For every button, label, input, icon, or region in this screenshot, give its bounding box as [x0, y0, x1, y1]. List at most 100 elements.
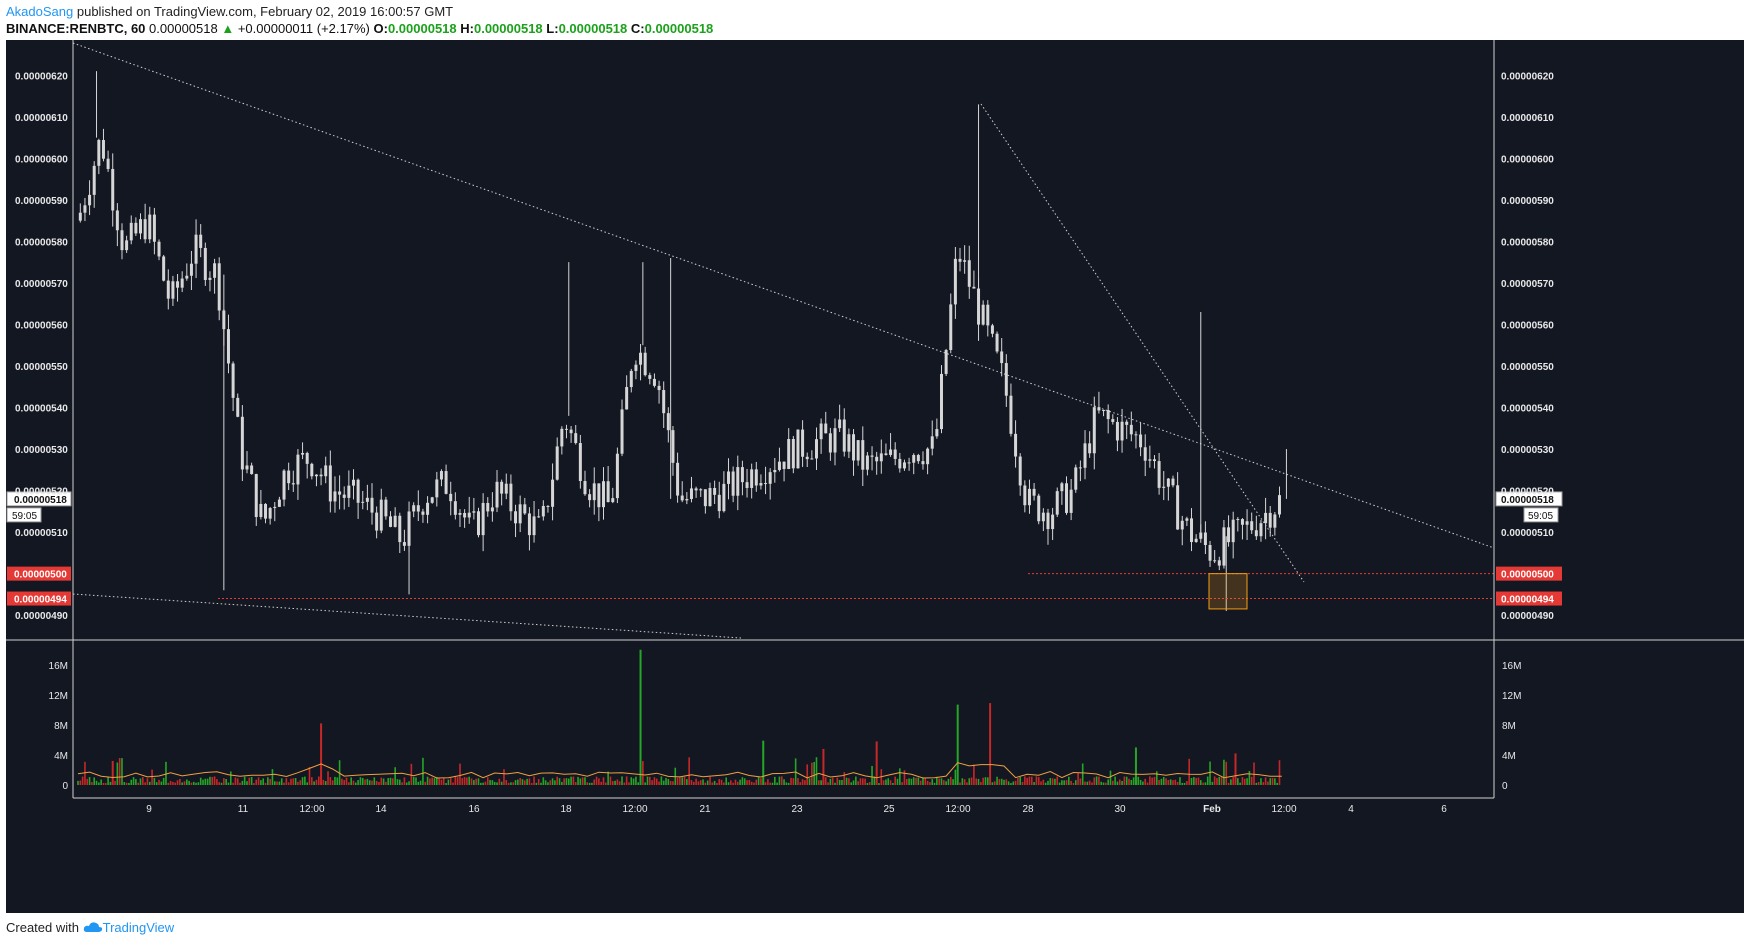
volume-bar [1035, 776, 1038, 785]
volume-bar [382, 778, 385, 785]
volume-bar [593, 779, 596, 785]
volume-bar [417, 781, 420, 785]
candle-body [486, 502, 490, 512]
volume-bar [461, 778, 464, 785]
volume-bar [262, 778, 264, 785]
volume-bar [910, 778, 913, 785]
candle-body [101, 140, 105, 159]
candle-body [1143, 447, 1147, 461]
volume-bar [368, 780, 371, 785]
candle-body [676, 462, 680, 496]
candle-body [1245, 521, 1249, 525]
volume-bar [1257, 782, 1260, 785]
volume-bar [514, 780, 517, 785]
volume-bar [165, 761, 167, 785]
volume-bar [556, 776, 559, 785]
volume-bar [1202, 782, 1204, 785]
candle-body [1277, 495, 1281, 515]
volume-bar [1190, 777, 1193, 785]
volume-bar [813, 762, 815, 785]
volume-bar [1116, 781, 1119, 785]
volume-bar [945, 781, 947, 785]
volume-bar [917, 777, 920, 785]
volume-bar [732, 782, 734, 785]
candle-body [1060, 483, 1064, 492]
candle-body [1106, 410, 1110, 420]
chart-frame[interactable]: 0.00000500 0.00000500 0.00000494 0.00000494… [6, 40, 1744, 913]
volume-bar [267, 777, 269, 785]
volume-bar [1086, 781, 1089, 785]
volume-bar [931, 779, 934, 785]
tradingview-brand[interactable]: TradingView [102, 920, 175, 935]
volume-bar [449, 778, 452, 785]
volume-bar [343, 780, 346, 785]
candle-body [1051, 514, 1055, 530]
symbol-label[interactable]: BINANCE:RENBTC, 60 [6, 21, 146, 36]
volume-bar [104, 782, 107, 785]
volume-bar [572, 776, 575, 785]
volume-bar [359, 777, 362, 785]
volume-bar [311, 777, 313, 785]
volume-bar [519, 777, 521, 785]
volume-tick-label-left: 4M [54, 751, 68, 762]
volume-bar [750, 781, 753, 785]
volume-bar [806, 764, 809, 785]
volume-bar [755, 779, 758, 785]
volume-bar [748, 780, 751, 785]
candle-body [203, 247, 207, 280]
volume-bar [290, 778, 292, 785]
candle-body [777, 461, 781, 470]
volume-bar [584, 777, 586, 785]
low-label: L: [546, 21, 559, 36]
candle-body [273, 506, 277, 509]
time-tick-label: 12:00 [945, 804, 970, 815]
candle-body [194, 234, 198, 264]
volume-bar [398, 779, 401, 785]
candle-body [810, 458, 814, 460]
volume-bar [403, 777, 406, 785]
level-tag-right-label: 0.00000500 [1501, 570, 1554, 581]
volume-tick-label-right: 16M [1502, 661, 1521, 672]
volume-bar [577, 776, 579, 785]
volume-bar [517, 779, 519, 785]
volume-bar [192, 781, 195, 785]
candle-body [722, 483, 726, 512]
volume-bar [292, 778, 295, 785]
volume-bar [1017, 777, 1019, 785]
price-tick-label-right: 0.00000570 [1501, 279, 1554, 290]
volume-bar [505, 780, 508, 785]
time-tick-label: 12:00 [622, 804, 647, 815]
volume-bar [276, 781, 278, 785]
author-link[interactable]: AkadoSang [6, 4, 74, 19]
volume-bar [1232, 777, 1234, 785]
volume-bar [588, 782, 591, 785]
volume-bar [109, 781, 112, 785]
volume-bar [216, 779, 218, 785]
volume-bar [114, 780, 116, 785]
candle-body [527, 513, 531, 536]
volume-bar [929, 782, 931, 785]
volume-bar [723, 782, 725, 785]
volume-tick-label-right: 4M [1502, 751, 1516, 762]
candle-body [898, 458, 902, 469]
candle-body [189, 263, 193, 276]
volume-bar [135, 779, 137, 785]
volume-bar [1121, 781, 1123, 785]
volume-bar [730, 780, 732, 785]
volume-bar [711, 782, 714, 785]
price-tick-label-right: 0.00000620 [1501, 71, 1554, 82]
volume-bar [716, 782, 718, 785]
candle-body [1125, 421, 1129, 425]
price-chart[interactable]: 0.00000500 0.00000500 0.00000494 0.00000494… [6, 40, 1744, 913]
candle-body [1254, 530, 1258, 537]
volume-moving-average [77, 762, 1282, 779]
volume-bar [973, 764, 975, 785]
candle-body [643, 352, 647, 376]
countdown-tag-left-label: 59:05 [12, 511, 37, 522]
volume-bar [1007, 781, 1010, 785]
volume-bar [273, 781, 276, 785]
volume-bar [831, 777, 834, 785]
candle-body [319, 474, 323, 477]
candle-body [1027, 488, 1031, 506]
candle-body [264, 503, 268, 519]
